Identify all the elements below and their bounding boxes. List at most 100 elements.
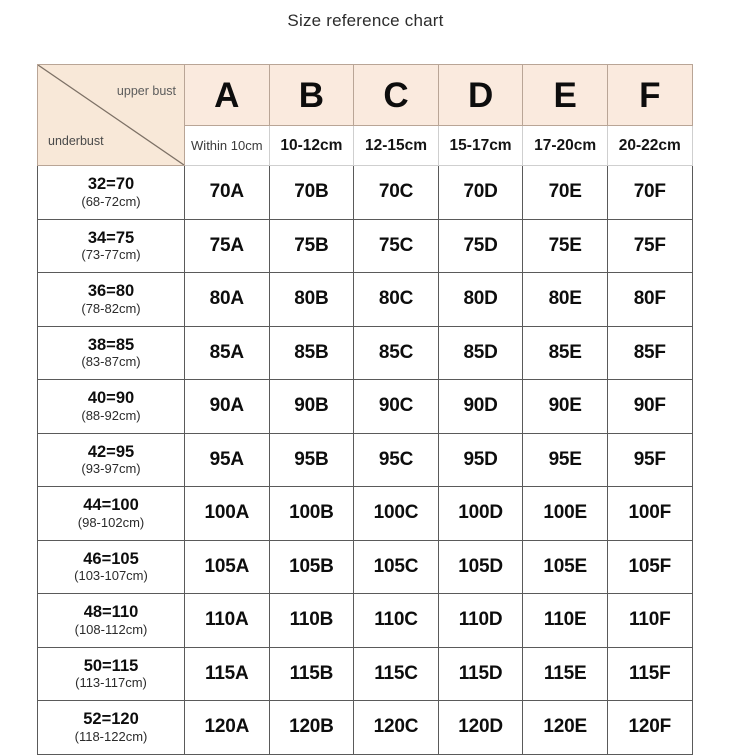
band-size-label: 36=80 — [87, 282, 135, 301]
band-size-label: 32=70 — [87, 175, 135, 194]
page-title: Size reference chart — [287, 11, 444, 30]
size-cell: 70E — [522, 165, 608, 220]
size-cell: 75F — [606, 218, 693, 273]
band-size-label: 52=120 — [83, 710, 139, 729]
band-size-cell: 38=85 (83-87cm) — [37, 325, 185, 380]
size-cell: 85A — [184, 325, 270, 380]
size-cell: 100D — [437, 486, 524, 541]
header-row-cup-letters: upper bust underbust A B C D E F — [37, 64, 693, 166]
cup-range-b: 10-12cm — [268, 125, 355, 166]
cup-header-e: E — [522, 64, 608, 126]
size-cell: 110C — [353, 593, 439, 648]
size-cell: 75D — [437, 218, 524, 273]
band-measurement-range: (113-117cm) — [75, 675, 147, 691]
size-reference-table: upper bust underbust A B C D E F Within … — [37, 64, 693, 755]
size-cell: 85D — [437, 325, 524, 380]
cup-header-c: C — [353, 64, 439, 126]
cup-header-f: F — [606, 64, 693, 126]
cup-header-d: D — [437, 64, 524, 126]
corner-label-upper-bust: upper bust — [116, 84, 176, 98]
size-cell: 85E — [522, 325, 608, 380]
band-measurement-range: (103-107cm) — [74, 568, 148, 584]
size-cell: 75B — [268, 218, 355, 273]
band-size-label: 46=105 — [83, 549, 139, 568]
band-size-cell: 52=120 (118-122cm) — [37, 700, 185, 755]
size-cell: 105C — [353, 539, 439, 594]
table-body: 32=70 (68-72cm) 70A 70B 70C 70D 70E 70F 34=75 (73… — [37, 165, 693, 755]
table-row: 50=115 (113-117cm) 115A 115B 115C 115D 115E 115… — [37, 646, 693, 701]
size-cell: 105A — [184, 539, 270, 594]
band-size-label: 44=100 — [83, 496, 139, 515]
size-cell: 70A — [184, 165, 270, 220]
size-cell: 80E — [522, 272, 608, 327]
size-cell: 100A — [184, 486, 270, 541]
diagonal-divider-icon — [38, 65, 184, 165]
size-cell: 90C — [353, 379, 439, 434]
size-cell: 95B — [268, 432, 355, 487]
cup-range-d: 15-17cm — [437, 125, 524, 166]
table-row: 40=90 (88-92cm) 90A 90B 90C 90D 90E 90F — [37, 379, 693, 434]
size-cell: 120C — [353, 700, 439, 755]
band-size-cell: 36=80 (78-82cm) — [37, 272, 185, 327]
band-size-cell: 40=90 (88-92cm) — [37, 379, 185, 434]
size-cell: 85F — [606, 325, 693, 380]
corner-header-cell: upper bust underbust — [37, 64, 185, 166]
size-cell: 70D — [437, 165, 524, 220]
size-cell: 120A — [184, 700, 270, 755]
size-cell: 90F — [606, 379, 693, 434]
size-cell: 115D — [437, 646, 524, 701]
size-cell: 90A — [184, 379, 270, 434]
size-cell: 100F — [606, 486, 693, 541]
size-cell: 80F — [606, 272, 693, 327]
header-row-cup-ranges: Within 10cm 10-12cm 12-15cm 15-17cm 17-2… — [38, 125, 693, 166]
size-cell: 105D — [437, 539, 524, 594]
size-cell: 120F — [606, 700, 693, 755]
size-cell: 95A — [184, 432, 270, 487]
band-size-label: 48=110 — [83, 603, 139, 622]
band-size-cell: 32=70 (68-72cm) — [37, 165, 185, 220]
band-size-cell: 42=95 (93-97cm) — [37, 432, 185, 487]
size-cell: 100E — [522, 486, 608, 541]
size-reference-table-container: upper bust underbust A B C D E F Within … — [37, 64, 693, 755]
band-measurement-range: (83-87cm) — [81, 354, 141, 370]
size-cell: 100B — [268, 486, 355, 541]
size-cell: 70F — [606, 165, 693, 220]
size-cell: 70C — [353, 165, 439, 220]
cup-range-c: 12-15cm — [353, 125, 439, 166]
band-size-label: 38=85 — [87, 335, 135, 354]
band-measurement-range: (98-102cm) — [77, 514, 145, 530]
band-measurement-range: (88-92cm) — [81, 407, 141, 423]
table-row: 36=80 (78-82cm) 80A 80B 80C 80D 80E 80F — [37, 272, 693, 327]
band-size-cell: 34=75 (73-77cm) — [37, 218, 185, 273]
size-cell: 85C — [353, 325, 439, 380]
band-measurement-range: (108-112cm) — [74, 621, 148, 637]
band-measurement-range: (118-122cm) — [74, 728, 148, 744]
band-size-cell: 44=100 (98-102cm) — [37, 486, 185, 541]
band-measurement-range: (93-97cm) — [81, 461, 141, 477]
table-row: 52=120 (118-122cm) 120A 120B 120C 120D 120E 120… — [37, 700, 693, 755]
band-measurement-range: (78-82cm) — [81, 300, 141, 316]
size-cell: 110E — [522, 593, 608, 648]
table-header: upper bust underbust A B C D E F Within … — [37, 64, 693, 166]
size-cell: 110F — [606, 593, 693, 648]
table-row: 42=95 (93-97cm) 95A 95B 95C 95D 95E 95F — [37, 432, 693, 487]
size-cell: 75E — [522, 218, 608, 273]
size-cell: 80D — [437, 272, 524, 327]
band-size-cell: 50=115 (113-117cm) — [37, 646, 185, 701]
corner-label-underbust: underbust — [48, 134, 104, 148]
size-cell: 110A — [184, 593, 270, 648]
band-size-cell: 46=105 (103-107cm) — [37, 539, 185, 594]
band-measurement-range: (68-72cm) — [81, 193, 141, 209]
size-cell: 120B — [268, 700, 355, 755]
table-row: 34=75 (73-77cm) 75A 75B 75C 75D 75E 75F — [37, 218, 693, 273]
cup-range-f: 20-22cm — [606, 125, 693, 166]
size-cell: 115E — [522, 646, 608, 701]
band-measurement-range: (73-77cm) — [81, 247, 141, 263]
band-size-label: 50=115 — [83, 656, 139, 675]
size-cell: 80A — [184, 272, 270, 327]
cup-header-a: A — [184, 64, 270, 126]
size-cell: 90D — [437, 379, 524, 434]
size-cell: 105F — [606, 539, 693, 594]
band-size-cell: 48=110 (108-112cm) — [37, 593, 185, 648]
